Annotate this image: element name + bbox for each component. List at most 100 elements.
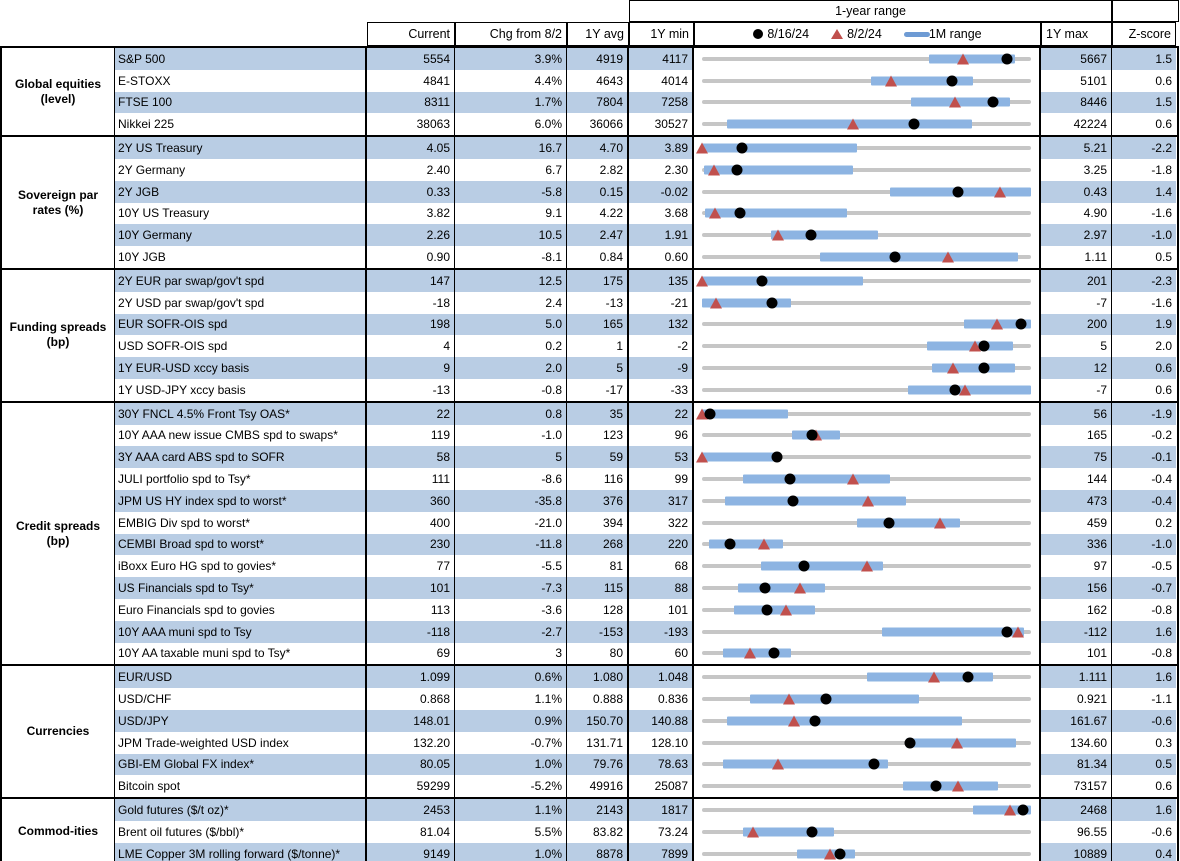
- 8-16-24-dot-icon: [731, 164, 743, 176]
- 8-2-24-triangle-icon: [860, 560, 873, 572]
- 1y-max-value: 0.43: [1041, 180, 1112, 203]
- 1m-range-bar-icon: [856, 518, 961, 528]
- 1y-min-value: 322: [629, 511, 694, 534]
- chart-legend: 8/16/24 8/2/24 1M range: [694, 22, 1041, 46]
- 1y-min-value: 73.24: [629, 820, 694, 843]
- 8-2-24-triangle-icon: [991, 318, 1004, 330]
- 8-2-24-triangle-icon: [927, 671, 940, 683]
- range-chart: [694, 313, 1041, 336]
- 1y-min-value: -9: [629, 357, 694, 379]
- current-value: 9: [367, 357, 455, 379]
- header-empty-box: [1112, 0, 1179, 22]
- range-chart: [694, 555, 1041, 578]
- row-label: Gold futures ($/t oz)*: [115, 799, 367, 821]
- 8-16-24-dot-icon: [787, 495, 799, 507]
- 1y-range-track-icon: [702, 387, 1031, 392]
- range-chart: [694, 842, 1041, 861]
- header-row-2: Current Chg from 8/2 1Y avg 1Y min 8/16/…: [0, 22, 1179, 46]
- chg-from-8-2: 0.6%: [455, 666, 567, 689]
- z-score-value: 1.9: [1112, 313, 1176, 336]
- 1y-avg-value: 1: [567, 335, 629, 358]
- 8-2-24-triangle-icon: [787, 715, 800, 727]
- range-chart: [694, 775, 1041, 798]
- chg-from-8-2: 3: [455, 642, 567, 665]
- range-chart: [694, 642, 1041, 665]
- row-label: 10Y JGB: [115, 246, 367, 268]
- range-chart: [694, 180, 1041, 203]
- 1m-range-bar-icon: [702, 143, 857, 153]
- current-value: 101: [367, 577, 455, 599]
- 8-16-24-dot-icon: [868, 758, 880, 770]
- row-label: Euro Financials spd to govies: [115, 598, 367, 621]
- row-label: 30Y FNCL 4.5% Front Tsy OAS*: [115, 402, 367, 425]
- current-value: -18: [367, 291, 455, 314]
- 1y-min-value: 220: [629, 533, 694, 556]
- 1m-range-bar-icon: [734, 605, 815, 615]
- row-label: 1Y EUR-USD xccy basis: [115, 357, 367, 379]
- 8-2-24-triangle-icon: [794, 582, 807, 594]
- row-label: EMBIG Div spd to worst*: [115, 511, 367, 534]
- 1y-range-track-icon: [702, 211, 1031, 216]
- col-header-current: Current: [367, 22, 455, 46]
- chg-from-8-2: -7.3: [455, 577, 567, 599]
- 8-16-24-dot-icon: [1001, 626, 1013, 638]
- current-value: 22: [367, 402, 455, 425]
- chg-from-8-2: -0.7%: [455, 731, 567, 754]
- header-row-1: 1-year range: [0, 0, 1179, 22]
- 1y-range-track-icon: [702, 629, 1031, 634]
- z-score-value: 1.4: [1112, 180, 1176, 203]
- current-value: 113: [367, 598, 455, 621]
- range-chart: [694, 820, 1041, 843]
- row-label: USD/JPY: [115, 709, 367, 732]
- 1y-avg-value: 49916: [567, 775, 629, 798]
- 1y-max-value: 12: [1041, 357, 1112, 379]
- legend-tri-label: 8/2/24: [847, 27, 882, 41]
- z-score-value: 1.6: [1112, 799, 1176, 821]
- row-label: 1Y USD-JPY xccy basis: [115, 378, 367, 401]
- range-chart: [694, 378, 1041, 401]
- 1y-avg-value: 8878: [567, 842, 629, 861]
- row-label: iBoxx Euro HG spd to govies*: [115, 555, 367, 578]
- chg-from-8-2: 0.9%: [455, 709, 567, 732]
- row-label: 10Y AA taxable muni spd to Tsy*: [115, 642, 367, 665]
- 1y-max-value: 162: [1041, 598, 1112, 621]
- chg-from-8-2: 12.5: [455, 269, 567, 292]
- 1y-range-track-icon: [702, 740, 1031, 745]
- current-value: 4.05: [367, 137, 455, 159]
- 1y-avg-value: 268: [567, 533, 629, 556]
- 8-2-24-triangle-icon: [746, 826, 759, 838]
- 8-2-24-triangle-icon: [783, 693, 796, 705]
- 1y-avg-value: 131.71: [567, 731, 629, 754]
- current-value: 2.26: [367, 224, 455, 247]
- 1y-avg-value: 394: [567, 511, 629, 534]
- legend-item-1m-range: 1M range: [903, 27, 982, 41]
- 1y-avg-value: 115: [567, 577, 629, 599]
- 8-2-24-triangle-icon: [968, 340, 981, 352]
- 1y-max-value: 1.11: [1041, 246, 1112, 268]
- current-value: 80.05: [367, 753, 455, 776]
- col-header-1y-avg: 1Y avg: [567, 22, 629, 46]
- 1y-range-track-icon: [702, 651, 1031, 656]
- row-label: JULI portfolio spd to Tsy*: [115, 468, 367, 490]
- chg-from-8-2: 2.0: [455, 357, 567, 379]
- 1y-min-value: 3.89: [629, 137, 694, 159]
- row-label: 10Y AAA muni spd to Tsy: [115, 620, 367, 643]
- current-value: 132.20: [367, 731, 455, 754]
- range-chart: [694, 598, 1041, 621]
- 1y-range-track-icon: [702, 56, 1031, 61]
- 8-2-24-triangle-icon: [846, 473, 859, 485]
- 8-2-24-triangle-icon: [847, 118, 860, 130]
- row-label: 2Y US Treasury: [115, 137, 367, 159]
- z-score-value: -0.6: [1112, 709, 1176, 732]
- 1m-range-bar-icon: [929, 54, 1015, 64]
- 1y-min-value: 317: [629, 489, 694, 512]
- current-value: 4841: [367, 69, 455, 92]
- range-chart: [694, 202, 1041, 225]
- 8-2-24-triangle-icon: [941, 251, 954, 263]
- row-label: USD SOFR-OIS spd: [115, 335, 367, 358]
- row-label: 10Y Germany: [115, 224, 367, 247]
- group-label: Global equities (level): [2, 48, 115, 136]
- 1y-min-value: 7258: [629, 91, 694, 114]
- z-score-value: -1.8: [1151, 162, 1172, 177]
